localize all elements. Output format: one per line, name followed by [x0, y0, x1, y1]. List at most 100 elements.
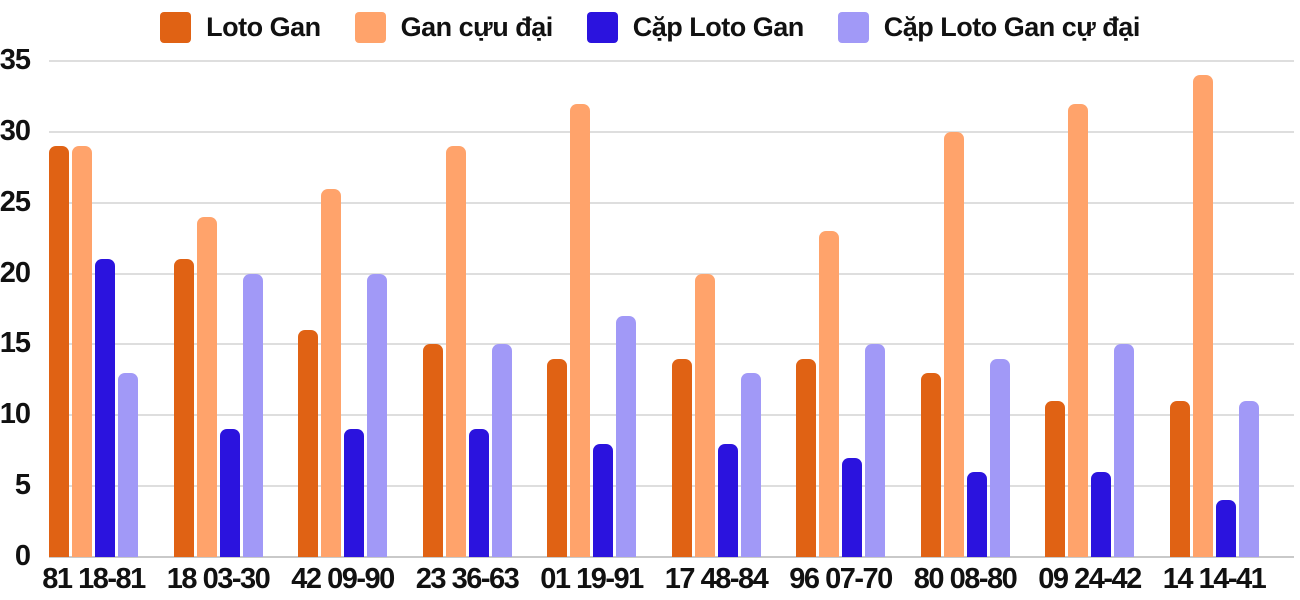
x-axis-band: 01 19-91	[540, 563, 672, 596]
bar-cap-loto-gan-cu-ai-96-07-70	[865, 344, 885, 557]
x-axis-category-label: 09 24-42	[1038, 563, 1142, 595]
bar-cap-loto-gan-cu-ai-18-03-30	[242, 273, 263, 557]
x-axis-category-label: 96 07-70	[789, 563, 893, 595]
gridline	[49, 201, 1294, 204]
bar-gan-cuu-ai-23-36-63	[445, 146, 466, 557]
bar-cap-loto-gan-17-48-84	[717, 443, 738, 557]
bar-cap-loto-gan-cu-ai-80-08-80	[989, 358, 1010, 557]
bar-cap-loto-gan-cu-ai-42-09-90	[367, 273, 387, 557]
x-axis-band: 96 07-70	[789, 563, 921, 596]
bar-cap-loto-gan-cu-ai-17-48-84	[740, 372, 761, 557]
bar-group-17-48-84	[671, 61, 797, 557]
y-axis-tick-label: 35	[0, 44, 31, 77]
bar-cap-loto-gan-42-09-90	[344, 429, 364, 557]
bar-cap-loto-gan-80-08-80	[966, 471, 987, 557]
x-axis-category-label: 81 18-81	[42, 563, 146, 595]
bar-gan-cuu-ai-01-19-91	[570, 103, 590, 557]
bar-group-14-14-41	[1169, 61, 1295, 557]
bar-cap-loto-gan-14-14-41	[1215, 500, 1236, 557]
bar-group-23-36-63	[422, 61, 548, 557]
legend-swatch-icon	[837, 11, 869, 43]
legend-label: Cặp Loto Gan cự đại	[883, 12, 1141, 42]
x-axis: 81 18-81 18 03-30 42 09-90 23 36-63 01 19-91…	[42, 563, 1295, 596]
bar-cap-loto-gan-cu-ai-14-14-41	[1238, 401, 1259, 557]
chart-legend: Loto Gan Gan cựu đại Cặp Loto Gan Cặp Loto …	[0, 11, 1300, 43]
bar-gan-cuu-ai-42-09-90	[321, 188, 341, 557]
bar-loto-gan-96-07-70	[796, 358, 816, 557]
legend-item-loto-gan[interactable]: Loto Gan	[160, 11, 321, 43]
bar-group-42-09-90	[298, 61, 423, 557]
gridline	[49, 130, 1294, 133]
legend-label: Cặp Loto Gan	[632, 12, 805, 42]
bar-cap-loto-gan-cu-ai-01-19-91	[616, 316, 636, 557]
bar-gan-cuu-ai-17-48-84	[694, 273, 715, 557]
bar-cap-loto-gan-96-07-70	[842, 457, 862, 557]
x-axis-category-label: 23 36-63	[415, 563, 520, 595]
y-axis-tick-label: 5	[14, 469, 31, 502]
x-axis-category-label: 17 48-84	[664, 563, 769, 595]
bar-loto-gan-42-09-90	[298, 330, 318, 557]
legend-item-cap-loto-gan-cu-ai[interactable]: Cặp Loto Gan cự đại	[837, 11, 1141, 43]
bar-loto-gan-81-18-81	[49, 146, 69, 557]
x-axis-category-label: 42 09-90	[291, 563, 395, 595]
bar-gan-cuu-ai-14-14-41	[1192, 75, 1213, 557]
bar-loto-gan-80-08-80	[920, 372, 941, 557]
bar-gan-cuu-ai-96-07-70	[819, 231, 839, 557]
gridline	[49, 343, 1294, 346]
bar-loto-gan-14-14-41	[1169, 401, 1190, 557]
legend-swatch-icon	[586, 11, 618, 43]
x-axis-band: 18 03-30	[166, 563, 299, 596]
x-axis-category-label: 14 14-41	[1162, 563, 1267, 595]
y-axis-tick-label: 10	[0, 398, 31, 431]
bar-cap-loto-gan-cu-ai-23-36-63	[491, 344, 512, 557]
legend-swatch-icon	[160, 11, 192, 43]
bar-gan-cuu-ai-81-18-81	[72, 146, 92, 557]
gridline	[49, 272, 1294, 275]
bar-cap-loto-gan-cu-ai-09-24-42	[1114, 344, 1134, 557]
x-axis-baseline	[49, 556, 1294, 558]
y-axis-tick-label: 20	[0, 256, 31, 289]
y-axis-tick-label: 15	[0, 327, 31, 360]
y-axis-tick-label: 30	[0, 114, 31, 147]
x-axis-category-label: 18 03-30	[166, 563, 271, 595]
bar-group-09-24-42	[1045, 61, 1170, 557]
x-axis-category-label: 80 08-80	[913, 563, 1018, 595]
legend-label: Loto Gan	[206, 12, 321, 42]
bar-loto-gan-23-36-63	[422, 344, 443, 557]
x-axis-band: 14 14-41	[1162, 563, 1295, 596]
bar-cap-loto-gan-09-24-42	[1091, 471, 1111, 557]
x-axis-band: 81 18-81	[42, 563, 174, 596]
y-axis-tick-label: 0	[14, 540, 31, 573]
bar-group-80-08-80	[920, 61, 1046, 557]
x-axis-band: 42 09-90	[291, 563, 423, 596]
bar-loto-gan-01-19-91	[547, 358, 567, 557]
x-axis-category-label: 01 19-91	[540, 563, 644, 595]
plot-area: 0 5 10 15 20 25 30 35	[0, 46, 1294, 570]
gridline	[49, 60, 1294, 62]
y-axis-tick-label: 25	[0, 185, 31, 218]
bar-group-81-18-81	[49, 61, 174, 557]
bar-loto-gan-18-03-30	[173, 259, 194, 557]
x-axis-band: 23 36-63	[415, 563, 548, 596]
x-axis-band: 17 48-84	[664, 563, 797, 596]
bar-cap-loto-gan-cu-ai-81-18-81	[118, 372, 138, 557]
bar-loto-gan-17-48-84	[671, 358, 692, 557]
bar-group-01-19-91	[547, 61, 672, 557]
bar-group-18-03-30	[173, 61, 299, 557]
bar-cap-loto-gan-01-19-91	[593, 443, 613, 557]
bar-cap-loto-gan-23-36-63	[468, 429, 489, 557]
bar-loto-gan-09-24-42	[1045, 401, 1065, 557]
bar-gan-cuu-ai-09-24-42	[1068, 103, 1088, 557]
bar-groups	[49, 61, 1294, 557]
bar-group-96-07-70	[796, 61, 921, 557]
bar-gan-cuu-ai-18-03-30	[196, 216, 217, 557]
bar-cap-loto-gan-81-18-81	[95, 259, 115, 557]
legend-item-cap-loto-gan[interactable]: Cặp Loto Gan	[586, 11, 805, 43]
bar-gan-cuu-ai-80-08-80	[943, 131, 964, 557]
bar-cap-loto-gan-18-03-30	[219, 429, 240, 557]
legend-label: Gan cựu đại	[400, 12, 554, 42]
x-axis-band: 09 24-42	[1038, 563, 1170, 596]
legend-item-gan-cuu-ai[interactable]: Gan cựu đại	[354, 11, 554, 43]
legend-swatch-icon	[354, 11, 386, 43]
